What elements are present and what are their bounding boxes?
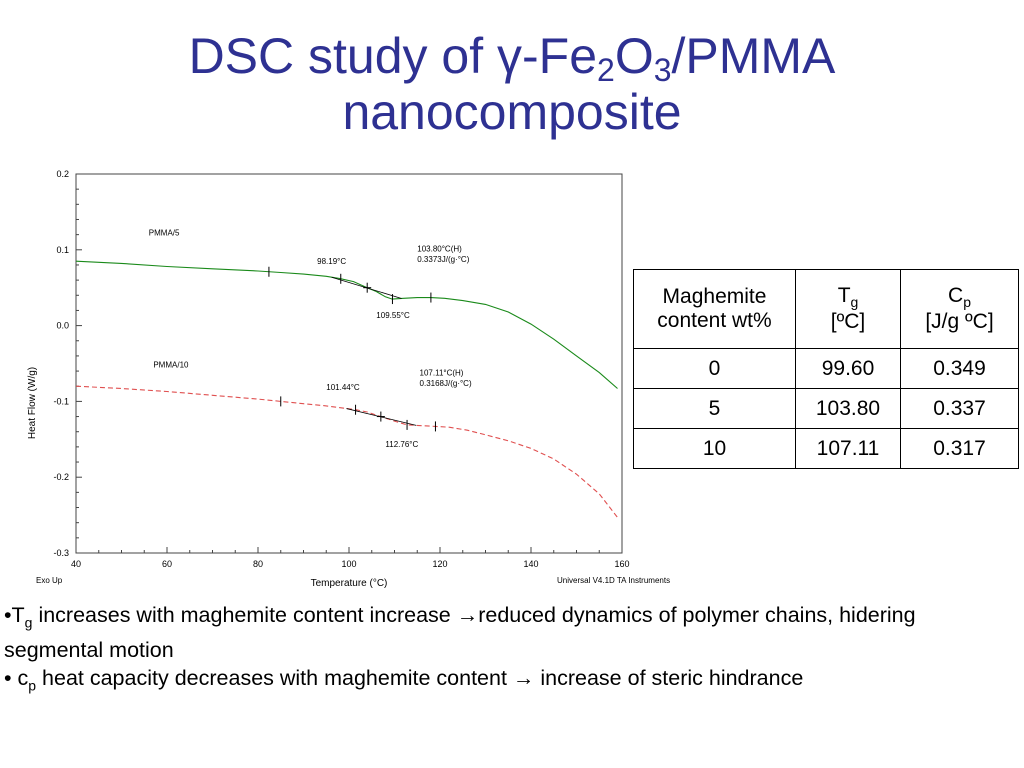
chart-annotations: PMMA/5 98.19°C 103.80°C(H) 0.3373J/(g·°C) 10… (149, 228, 472, 448)
y-tick-label: 0.2 (56, 169, 69, 179)
header-tg-symbol: Tg (796, 284, 900, 310)
bullet-prefix: • c (4, 666, 29, 691)
x-tick-label: 160 (614, 559, 629, 569)
x-tick-label: 140 (523, 559, 538, 569)
header-tg-main: T (837, 283, 851, 307)
slide-title: DSC study of γ-Fe2O3/PMMA nanocomposite (0, 28, 1024, 140)
y-tick-label: -0.1 (53, 396, 69, 406)
series-line-pmma-10 (75, 385, 618, 518)
title-part-c: /PMMA (671, 28, 836, 84)
x-tick-label: 40 (71, 559, 81, 569)
title-line-1: DSC study of γ-Fe2O3/PMMA (0, 28, 1024, 86)
chart-annotation: PMMA/10 (153, 360, 189, 369)
chart-annotation: 107.11°C(H) (420, 369, 464, 378)
chart-annotation: PMMA/5 (149, 228, 180, 237)
header-cp-symbol: Cp (901, 284, 1018, 310)
bullet-item-cp: • cp heat capacity decreases with maghem… (4, 664, 1014, 699)
cell-tg: 99.60 (795, 348, 901, 389)
y-axis-label: Heat Flow (W/g) (27, 367, 38, 439)
table-header-row: Maghemite content wt% Tg [ºC] Cp [J/g ºC… (633, 269, 1019, 349)
chart-annotation: 109.55°C (376, 311, 410, 320)
table-row: 10 107.11 0.317 (633, 428, 1019, 469)
header-col1-line1: Maghemite (662, 285, 767, 308)
y-tick-label: 0.1 (56, 245, 69, 255)
header-tg-unit: [ºC] (830, 310, 866, 334)
x-tick-label: 60 (162, 559, 172, 569)
y-tick-label: -0.2 (53, 472, 69, 482)
dsc-chart: 0.2 0.1 0.0 -0.1 -0.2 -0.3 40 60 80 100 120 140 160… (27, 169, 670, 589)
title-part-b: O (614, 28, 654, 84)
header-cp-main: C (948, 283, 964, 307)
x-tick-label: 80 (253, 559, 263, 569)
footer-right-label: Universal V4.1D TA Instruments (557, 576, 670, 585)
title-subscript-2: 2 (597, 52, 615, 88)
bullet-subscript: g (24, 614, 33, 631)
chart-annotation: 0.3373J/(g·°C) (417, 255, 469, 264)
header-cp-sub: p (963, 294, 971, 311)
y-tick-label: 0.0 (56, 321, 69, 331)
title-subscript-3: 3 (653, 52, 672, 88)
chart-annotation: 103.80°C(H) (417, 244, 462, 253)
y-tick-labels: 0.2 0.1 0.0 -0.1 -0.2 -0.3 (53, 169, 69, 558)
x-tick-labels: 40 60 80 100 120 140 160 (71, 559, 630, 569)
cell-tg: 103.80 (795, 388, 901, 429)
cell-content: 5 (633, 388, 796, 429)
series-markers (268, 266, 436, 432)
bullet-prefix: •T (4, 603, 25, 627)
footer-left-label: Exo Up (36, 576, 63, 585)
header-tg-sub: g (850, 294, 859, 311)
title-part-a: DSC study of γ-Fe (188, 28, 598, 84)
cell-cp: 0.317 (900, 428, 1019, 469)
x-tick-label: 120 (432, 559, 447, 569)
series-line-pmma-5 (75, 260, 618, 389)
bullet-subscript: p (28, 677, 37, 694)
cell-tg: 107.11 (795, 428, 901, 469)
bullet-list: •Tg increases with maghemite content inc… (4, 601, 1014, 700)
header-cp-unit: [J/g ºC] (925, 310, 994, 334)
header-col1-line2: content wt% (657, 309, 772, 332)
bullet-item-tg: •Tg increases with maghemite content inc… (4, 601, 1014, 664)
x-axis-label: Temperature (°C) (311, 578, 388, 589)
cell-cp: 0.337 (900, 388, 1019, 429)
chart-annotation: 0.3168J/(g·°C) (420, 379, 472, 388)
header-tg: Tg [ºC] (795, 269, 901, 349)
title-line-2: nanocomposite (342, 84, 682, 140)
chart-annotation: 98.19°C (317, 257, 346, 266)
cell-cp: 0.349 (900, 348, 1019, 389)
header-cp: Cp [J/g ºC] (900, 269, 1019, 349)
y-tick-label: -0.3 (53, 548, 69, 558)
header-maghemite-content: Maghemite content wt% (633, 269, 796, 349)
cell-content: 0 (633, 348, 796, 389)
x-tick-label: 100 (341, 559, 356, 569)
cell-content: 10 (633, 428, 796, 469)
table-row: 0 99.60 0.349 (633, 348, 1019, 389)
table-row: 5 103.80 0.337 (633, 388, 1019, 429)
bullet-text: heat capacity decreases with maghemite c… (36, 666, 804, 691)
chart-annotation: 101.44°C (326, 383, 360, 392)
chart-annotation: 112.76°C (385, 440, 418, 449)
results-table: Maghemite content wt% Tg [ºC] Cp [J/g ºC… (633, 269, 1019, 469)
bullet-text: increases with maghemite content increas… (4, 603, 916, 663)
series-lines (75, 260, 618, 518)
